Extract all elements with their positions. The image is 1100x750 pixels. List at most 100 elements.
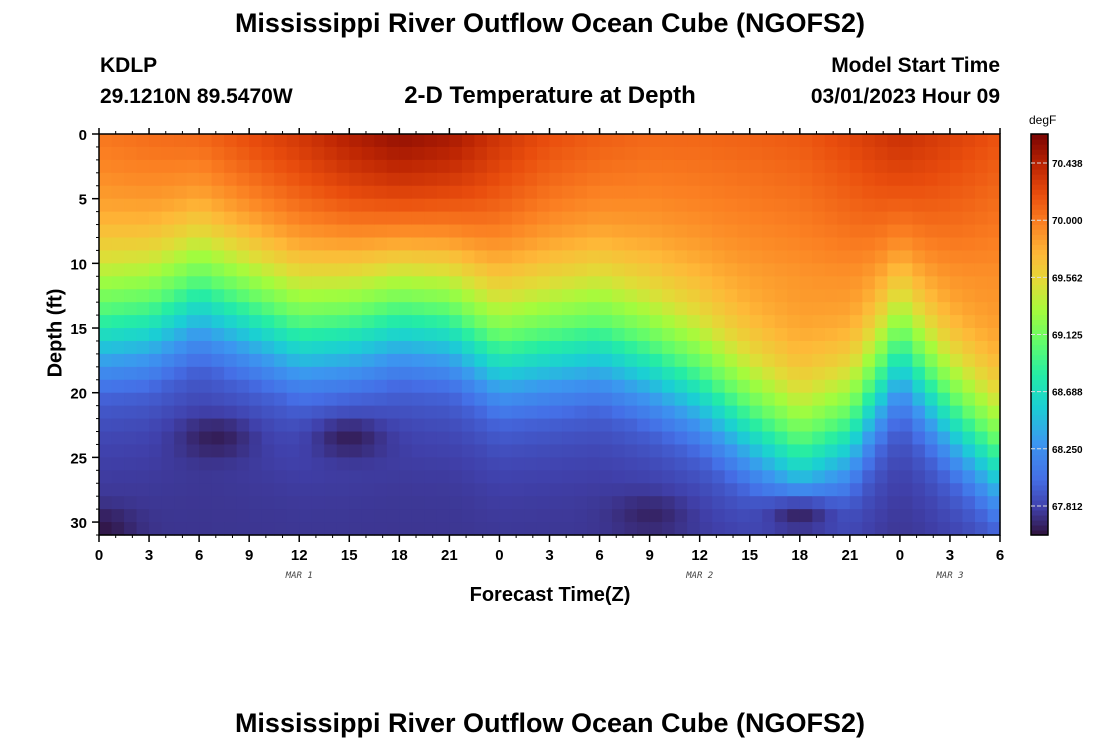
- heatmap-cell: [299, 509, 313, 523]
- heatmap-cell: [124, 302, 138, 316]
- heatmap-cell: [486, 302, 501, 316]
- heatmap-cell: [874, 328, 888, 342]
- heatmap-cell: [962, 340, 976, 355]
- heatmap-cell: [649, 198, 663, 213]
- heatmap-cell: [837, 315, 851, 329]
- heatmap-cell: [887, 509, 901, 523]
- heatmap-cell: [474, 172, 488, 187]
- heatmap-cell: [612, 302, 626, 316]
- heatmap-cell: [874, 444, 888, 458]
- heatmap-cell: [787, 250, 801, 264]
- heatmap-cell: [261, 302, 275, 316]
- heatmap-cell: [386, 146, 400, 161]
- heatmap-cell: [749, 211, 763, 226]
- heatmap-cell: [649, 185, 663, 200]
- heatmap-cell: [249, 340, 263, 355]
- heatmap-cell: [574, 302, 588, 316]
- heatmap-cell: [574, 457, 588, 471]
- heatmap-cell: [624, 509, 638, 523]
- heatmap-cell: [624, 431, 638, 446]
- heatmap-cell: [411, 328, 425, 342]
- heatmap-cell: [261, 315, 275, 329]
- heatmap-cell: [386, 185, 400, 200]
- heatmap-cell: [949, 444, 964, 458]
- heatmap-cell: [774, 353, 788, 368]
- heatmap-cell: [949, 340, 964, 355]
- heatmap-cell: [749, 483, 763, 497]
- colorbar-segment: [1031, 419, 1048, 426]
- heatmap-cell: [511, 237, 526, 252]
- heatmap-cell: [486, 276, 501, 290]
- heatmap-cell: [774, 431, 788, 446]
- heatmap-cell: [824, 522, 838, 536]
- heatmap-cell: [524, 328, 538, 342]
- heatmap-cell: [261, 289, 275, 303]
- heatmap-cell: [211, 392, 225, 407]
- heatmap-cell: [699, 340, 713, 355]
- heatmap-cell: [949, 302, 964, 316]
- heatmap-cell: [449, 392, 463, 407]
- heatmap-cell: [236, 328, 250, 342]
- heatmap-cell: [949, 146, 964, 161]
- heatmap-cell: [874, 211, 888, 226]
- colorbar-segment: [1031, 319, 1048, 326]
- heatmap-cell: [562, 185, 576, 200]
- heatmap-cell: [849, 315, 863, 329]
- heatmap-cell: [737, 509, 751, 523]
- heatmap-cell: [899, 379, 913, 394]
- heatmap-cell: [324, 276, 338, 290]
- colorbar-segment: [1031, 414, 1048, 421]
- date-label: MAR 1: [285, 571, 313, 581]
- heatmap-cell: [574, 379, 588, 394]
- heatmap-cell: [99, 457, 113, 471]
- heatmap-cell: [974, 302, 989, 316]
- heatmap-cell: [849, 250, 863, 264]
- heatmap-cell: [637, 315, 651, 329]
- heatmap-cell: [249, 159, 263, 174]
- heatmap-cell: [699, 211, 713, 226]
- heatmap-cell: [924, 405, 939, 420]
- heatmap-cell: [687, 146, 701, 161]
- heatmap-cell: [862, 146, 876, 161]
- heatmap-cell: [749, 366, 763, 381]
- heatmap-cell: [637, 496, 651, 510]
- heatmap-cell: [174, 379, 188, 394]
- heatmap-cell: [474, 302, 488, 316]
- heatmap-cell: [511, 405, 526, 420]
- heatmap-cell: [136, 509, 150, 523]
- heatmap-cell: [637, 405, 651, 420]
- heatmap-cell: [236, 315, 250, 329]
- heatmap-cell: [436, 328, 450, 342]
- heatmap-cell: [824, 134, 838, 148]
- colorbar-segment: [1031, 509, 1048, 516]
- heatmap-cell: [186, 522, 200, 536]
- heatmap-cell: [274, 289, 288, 303]
- heatmap-cell: [637, 250, 651, 264]
- heatmap-cell: [724, 185, 738, 200]
- heatmap-cell: [962, 134, 976, 148]
- colorbar-segment: [1031, 264, 1048, 270]
- heatmap-cell: [787, 353, 801, 368]
- heatmap-cell: [887, 276, 901, 290]
- heatmap-cell: [624, 185, 638, 200]
- heatmap-cell: [161, 289, 175, 303]
- heatmap-cell: [224, 263, 238, 277]
- heatmap-cell: [511, 431, 526, 446]
- heatmap-cell: [361, 483, 375, 497]
- heatmap-cell: [149, 289, 163, 303]
- heatmap-cell: [674, 198, 688, 213]
- heatmap-cell: [524, 237, 538, 252]
- heatmap-cell: [324, 522, 338, 536]
- heatmap-cell: [124, 470, 138, 484]
- heatmap-cell: [662, 250, 676, 264]
- heatmap-cell: [974, 198, 989, 213]
- heatmap-cell: [912, 289, 926, 303]
- heatmap-cell: [386, 224, 400, 239]
- heatmap-cell: [574, 159, 588, 174]
- heatmap-cell: [849, 392, 863, 407]
- heatmap-cell: [674, 405, 688, 420]
- heatmap-cell: [361, 470, 375, 484]
- heatmap-cell: [336, 289, 350, 303]
- heatmap-cell: [862, 431, 876, 446]
